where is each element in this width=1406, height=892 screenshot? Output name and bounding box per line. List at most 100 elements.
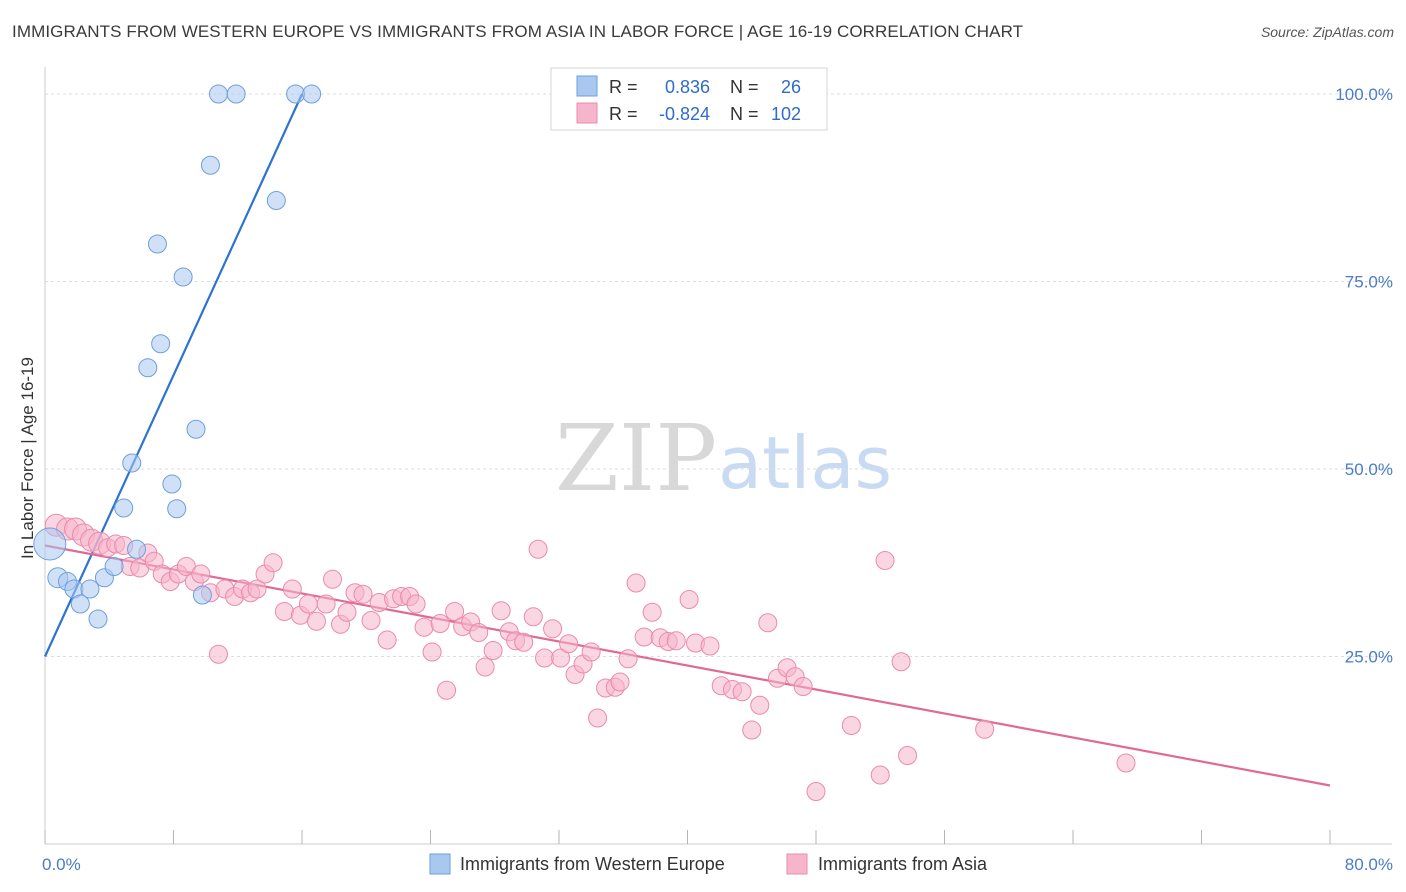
data-point-asia: [618, 649, 638, 669]
legend-r-label-2: R =: [609, 104, 638, 124]
data-point-asia: [377, 630, 397, 650]
data-point-asia: [793, 677, 813, 696]
y-tick-label: 75.0%: [1345, 273, 1393, 292]
watermark-zip: ZIP: [555, 405, 717, 512]
axes: [44, 67, 1392, 845]
data-point-asia: [758, 613, 778, 633]
data-point-asia: [588, 708, 608, 728]
data-point-asia: [437, 680, 457, 700]
y-tick-label: 100.0%: [1335, 85, 1393, 104]
data-point-western-europe: [147, 234, 167, 254]
series-western-europe-points: [33, 84, 322, 629]
data-point-asia: [361, 611, 381, 630]
data-point-asia: [414, 617, 434, 637]
data-point-asia: [551, 648, 571, 668]
x-tick-labels: 0.0% 80.0%: [42, 855, 1393, 874]
data-point-asia: [274, 602, 294, 621]
data-point-asia: [610, 672, 630, 692]
data-point-asia: [247, 579, 267, 599]
data-point-western-europe: [192, 585, 212, 605]
data-point-western-europe: [80, 579, 100, 599]
data-point-western-europe: [70, 594, 90, 614]
data-point-western-europe: [88, 609, 108, 629]
data-point-asia: [208, 644, 228, 664]
data-point-asia: [626, 573, 646, 593]
legend-n-label-2: N =: [730, 104, 759, 124]
data-point-asia: [891, 652, 911, 672]
data-point-asia: [483, 641, 503, 660]
data-point-asia: [469, 623, 489, 642]
legend-n-value-2: 102: [771, 104, 801, 124]
data-point-western-europe: [151, 334, 171, 354]
data-point-asia: [528, 539, 548, 559]
series-legend: Immigrants from Western Europe Immigrant…: [429, 853, 988, 875]
data-point-asia: [634, 627, 654, 647]
data-point-western-europe: [208, 84, 228, 104]
data-point-western-europe: [138, 358, 158, 378]
bottom-legend-label-western-europe: Immigrants from Western Europe: [460, 854, 725, 874]
data-point-western-europe: [167, 499, 187, 519]
data-point-asia: [841, 716, 861, 735]
data-point-asia: [642, 602, 662, 622]
data-point-western-europe: [200, 155, 220, 175]
x-tick-label: 80.0%: [1345, 855, 1393, 874]
data-point-western-europe: [286, 84, 306, 104]
data-point-asia: [523, 607, 543, 627]
watermark-atlas: atlas: [718, 421, 892, 505]
data-point-western-europe: [186, 419, 206, 439]
gridlines: [45, 93, 1392, 657]
data-point-asia: [430, 614, 450, 633]
data-point-western-europe: [162, 474, 182, 494]
data-point-western-europe: [266, 191, 286, 210]
watermark: ZIP atlas: [555, 405, 892, 512]
legend-r-value-1: 0.836: [665, 77, 710, 97]
legend-swatch-blue: [576, 75, 598, 97]
data-point-asia: [514, 632, 534, 652]
y-tick-label: 25.0%: [1345, 648, 1393, 667]
data-point-asia: [491, 601, 511, 621]
legend-n-value-1: 26: [781, 77, 801, 97]
data-point-asia: [422, 642, 442, 662]
data-point-asia: [323, 569, 343, 589]
data-point-asia: [700, 636, 720, 656]
legend-r-value-2: -0.824: [659, 104, 710, 124]
data-point-western-europe: [104, 557, 124, 576]
data-point-asia: [559, 634, 579, 654]
data-point-asia: [806, 782, 826, 801]
x-tick-label: 0.0%: [42, 855, 81, 874]
data-point-asia: [316, 594, 336, 614]
data-point-asia: [679, 590, 699, 609]
data-point-asia: [898, 746, 918, 765]
data-point-asia: [732, 682, 752, 702]
y-axis-title: In Labor Force | Age 16-19: [18, 357, 37, 559]
data-point-western-europe: [122, 453, 142, 473]
trend-line-western-europe: [43, 93, 304, 657]
data-point-asia: [870, 765, 890, 785]
data-point-western-europe: [127, 539, 147, 559]
data-point-asia: [191, 564, 211, 584]
data-point-asia: [406, 594, 426, 614]
data-point-asia: [353, 584, 373, 604]
data-point-asia: [581, 642, 601, 662]
legend-r-label-1: R =: [609, 77, 638, 97]
data-point-asia: [306, 611, 326, 631]
bottom-legend-swatch-blue: [429, 853, 451, 875]
chart-title: IMMIGRANTS FROM WESTERN EUROPE VS IMMIGR…: [12, 22, 1024, 41]
data-point-asia: [475, 657, 495, 677]
source-credit: Source: ZipAtlas.com: [1260, 24, 1394, 40]
bottom-legend-label-asia: Immigrants from Asia: [818, 854, 988, 874]
data-point-asia: [282, 579, 302, 599]
data-point-asia: [875, 551, 895, 570]
bottom-legend-swatch-pink: [786, 853, 808, 875]
legend-swatch-pink: [576, 102, 598, 124]
data-point-asia: [742, 720, 762, 740]
data-point-western-europe: [302, 84, 322, 104]
data-point-asia: [445, 602, 465, 621]
data-point-western-europe: [114, 498, 134, 518]
data-point-asia: [750, 695, 770, 715]
data-point-asia: [535, 648, 555, 668]
correlation-legend: R = 0.836 N = 26 R = -0.824 N = 102: [550, 67, 828, 131]
data-point-western-europe: [173, 267, 193, 287]
series-asia-points: [44, 513, 1136, 801]
